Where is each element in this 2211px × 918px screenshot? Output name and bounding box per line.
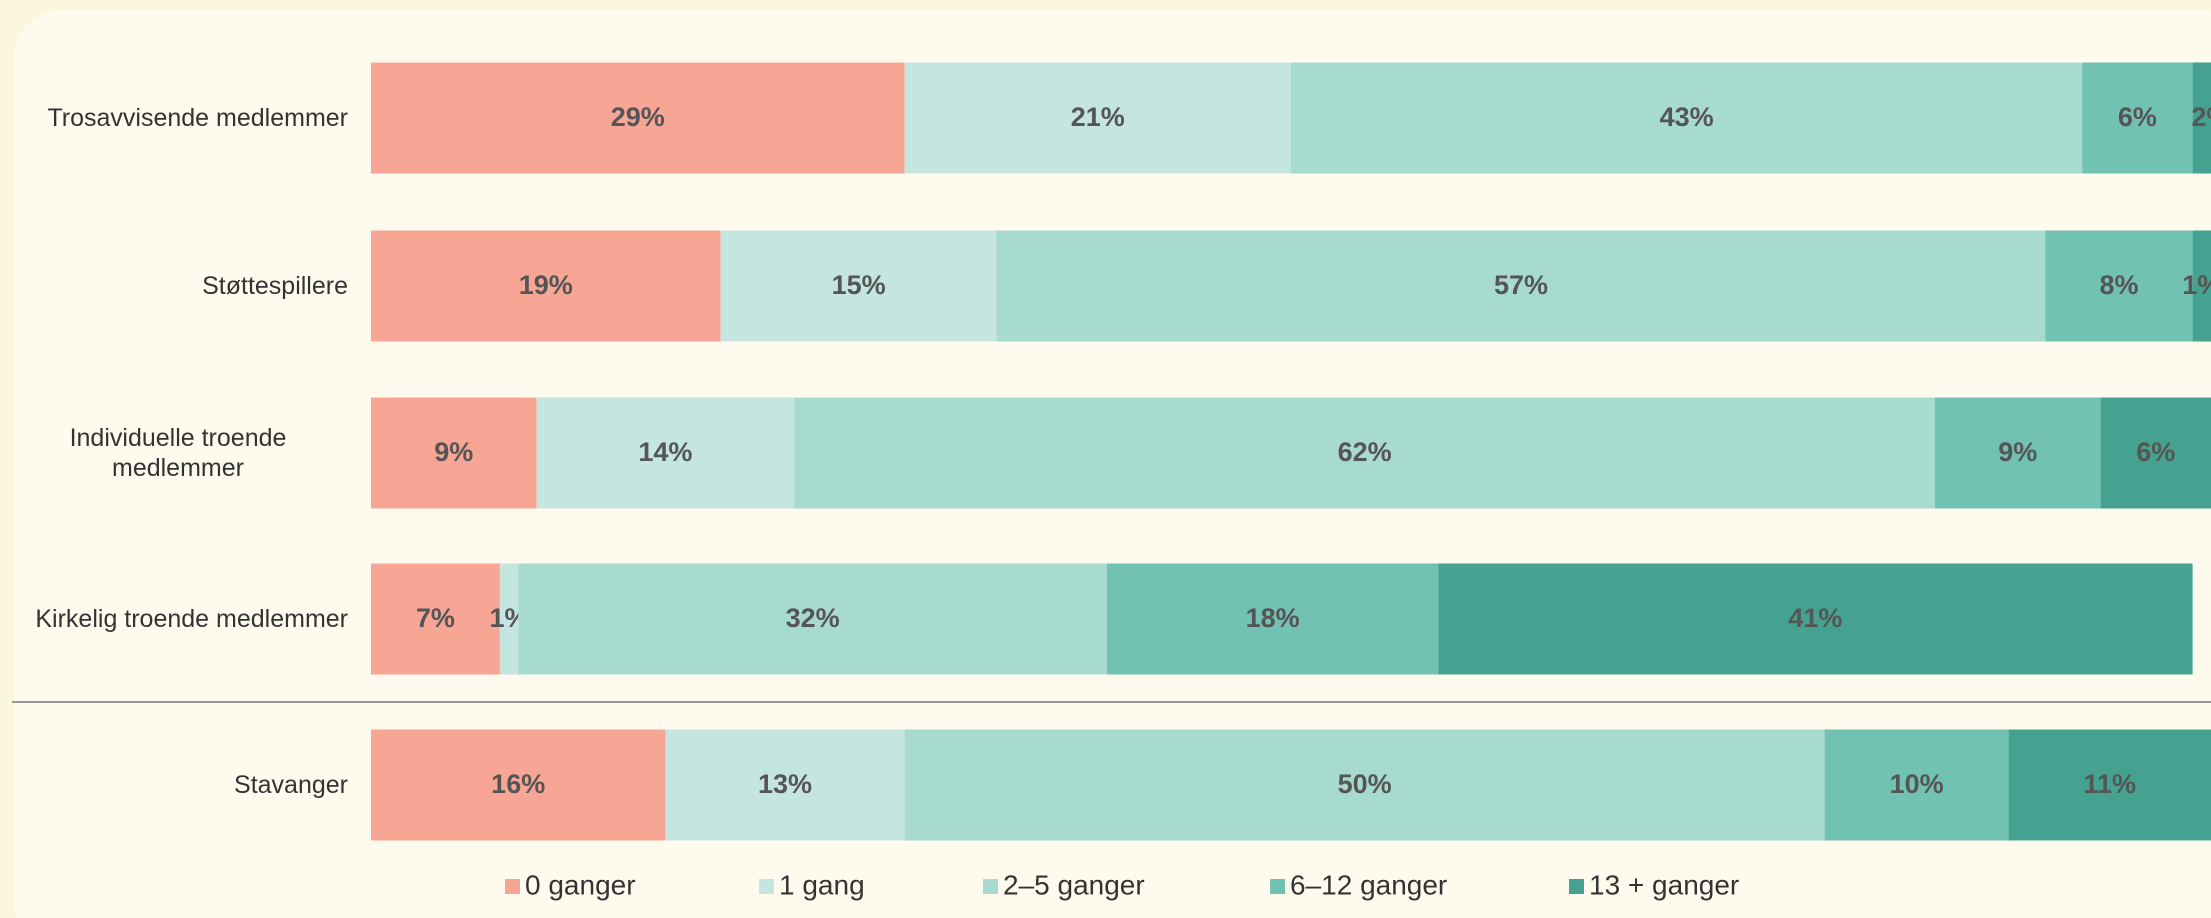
category-label-box: Trosavvisende medlemmer (0, 63, 348, 174)
bar-segment (1935, 397, 2101, 509)
bar-segment (2045, 230, 2193, 342)
bar-segment (2100, 397, 2211, 509)
category-label-box: Individuelle troende medlemmer (0, 398, 348, 509)
legend-swatch (983, 879, 998, 894)
bar-segment (2192, 62, 2211, 174)
data-label: 21% (1071, 102, 1125, 132)
data-label: 7% (416, 603, 455, 633)
data-label: 50% (1338, 769, 1392, 799)
data-label: 15% (832, 270, 886, 300)
data-label: 41% (1788, 603, 1842, 633)
data-label: 62% (1338, 437, 1392, 467)
data-label: 6% (2136, 437, 2175, 467)
bar-segment (371, 62, 905, 174)
category-label: Støttespillere (202, 272, 348, 300)
legend-label: 0 ganger (525, 869, 636, 900)
bar-segment (720, 230, 997, 342)
legend-swatch (505, 879, 520, 894)
category-label-box: Støttespillere (0, 231, 348, 342)
bar-segment (665, 729, 905, 841)
bar-segment (1107, 563, 1439, 675)
bar-segment (2192, 230, 2211, 342)
data-label: 29% (611, 102, 665, 132)
bar-segment (536, 397, 795, 509)
bar-segment (499, 563, 519, 675)
data-label: 2% (2191, 102, 2211, 132)
legend-label: 13 + ganger (1589, 869, 1739, 900)
legend-label: 6–12 ganger (1290, 869, 1447, 900)
legend-label: 2–5 ganger (1003, 869, 1145, 900)
data-label: 13% (758, 769, 812, 799)
bar-segment (371, 230, 721, 342)
bar-segment (371, 563, 500, 675)
bar-segment (371, 397, 537, 509)
legend-swatch (759, 879, 774, 894)
legend-label: 1 gang (779, 869, 865, 900)
category-label-box: Kirkelig troende medlemmer (0, 564, 348, 675)
data-label: 57% (1494, 270, 1548, 300)
bar-segment (794, 397, 1936, 509)
data-label: 43% (1660, 102, 1714, 132)
data-label: 1% (2182, 270, 2211, 300)
bar-segment (904, 729, 1825, 841)
bar-segment (1824, 729, 2009, 841)
category-label: Individuelle troende medlemmer (69, 424, 287, 482)
bar-segment (1438, 563, 2193, 675)
bar-segment (904, 62, 1291, 174)
data-label: 14% (638, 437, 692, 467)
data-label: 18% (1246, 603, 1300, 633)
data-label: 6% (2118, 102, 2157, 132)
data-label: 32% (786, 603, 840, 633)
category-label: Stavanger (234, 771, 348, 799)
data-label: 16% (491, 769, 545, 799)
data-label: 10% (1890, 769, 1944, 799)
category-label-box: Stavanger (0, 730, 348, 841)
data-label: 11% (2084, 769, 2137, 799)
bar-segment (996, 230, 2046, 342)
bar-segment (518, 563, 1107, 675)
data-label: 19% (519, 270, 573, 300)
legend-swatch (1569, 879, 1584, 894)
data-label: 9% (1998, 437, 2037, 467)
bar-segment (2008, 729, 2211, 841)
legend-swatch (1270, 879, 1285, 894)
bar-segment (371, 729, 666, 841)
category-label: Kirkelig troende medlemmer (35, 605, 348, 633)
bar-segment (2082, 62, 2193, 174)
data-label: 8% (2099, 270, 2138, 300)
data-label: 9% (434, 437, 473, 467)
category-label: Trosavvisende medlemmer (47, 104, 348, 132)
bar-segment (1291, 62, 2083, 174)
